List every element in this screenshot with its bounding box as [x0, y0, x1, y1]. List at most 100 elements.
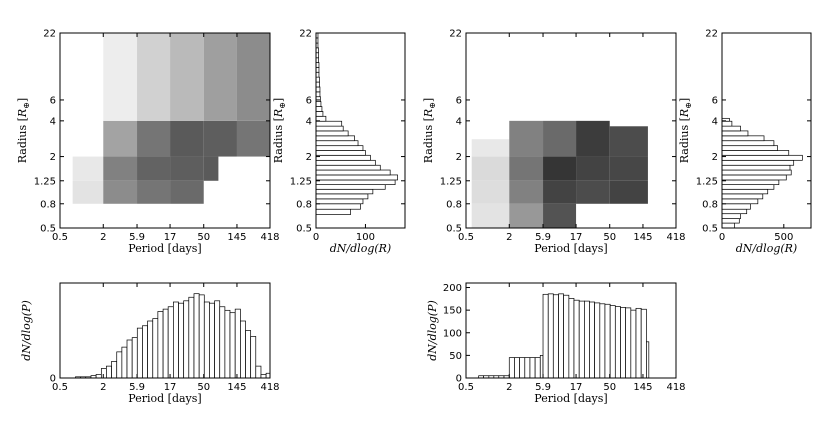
right-period-hist-ytick-label: 150: [443, 306, 462, 317]
left-period-hist-bar: [265, 372, 271, 379]
right-period-hist-bar: [552, 294, 559, 379]
right-heatmap-cell: [471, 139, 510, 157]
left-radius-hist-bar: [315, 164, 381, 171]
left-heatmap-cell: [72, 180, 104, 204]
right-heatmap-cell: [543, 180, 577, 204]
left-heatmap-cell: [137, 33, 171, 121]
right-period-hist-bar: [573, 299, 580, 379]
left-heatmap-xtick-label: 145: [227, 232, 246, 243]
right-period-hist-xtick-label: 418: [666, 382, 685, 393]
left-period-hist-bar: [245, 330, 252, 379]
right-heatmap-cell: [543, 203, 577, 228]
right-radius-hist-bar: [721, 174, 787, 181]
right-radius-hist-bar: [721, 150, 790, 156]
right-period-hist: [478, 293, 650, 379]
left-period-hist-xtick-label: 0.5: [52, 382, 68, 393]
right-heatmap-cell: [471, 203, 510, 228]
right-period-hist-xtick-label: 5.9: [535, 382, 551, 393]
right-period-hist-bar: [635, 307, 642, 379]
right-heatmap-cell: [509, 203, 544, 228]
right-period-hist-xtick-label: 2: [506, 382, 512, 393]
right-heatmap-cell: [609, 180, 648, 204]
right-period-hist-bar: [542, 293, 549, 379]
right-heatmap-ytick-label: 2: [456, 152, 462, 163]
left-period-hist-xtick-label: 145: [227, 382, 246, 393]
right-period-hist-bar: [584, 300, 590, 379]
right-heatmap-cell: [609, 156, 648, 181]
left-radius-hist-ytick-label: 6: [306, 95, 312, 106]
right-heatmap-ytick-label: 6: [456, 95, 462, 106]
right-period-hist-bar: [519, 357, 526, 379]
left-heatmap-cell: [103, 156, 138, 181]
right-period-hist-ytick-label: 50: [449, 351, 462, 362]
right-period-hist-bar: [558, 293, 564, 379]
left-radius-hist-bar: [315, 86, 321, 93]
left-radius-hist-bar: [315, 101, 322, 107]
left-period-hist-bar: [126, 339, 133, 379]
right-period-hist-ylabel: dN/dlog(P): [426, 300, 439, 361]
right-heatmap-cell: [509, 156, 544, 181]
left-period-hist-xtick-label: 5.9: [129, 382, 145, 393]
right-radius-hist-bar: [721, 140, 775, 147]
right-radius-hist-bar: [721, 179, 780, 185]
right-heatmap-xtick-label: 0.5: [458, 232, 474, 243]
right-radius-hist-ytick-label: 0.8: [702, 199, 718, 210]
right-radius-hist-bar: [721, 145, 778, 151]
left-heatmap-xtick-label: 5.9: [129, 232, 145, 243]
right-radius-hist-xlabel: dN/dlog(R): [736, 242, 797, 255]
left-heatmap-ytick-label: 1.25: [34, 176, 56, 187]
left-heatmap-xtick-label: 50: [197, 232, 210, 243]
right-radius-hist-xtick-label: 0: [719, 232, 725, 243]
left-radius-hist-bar: [315, 81, 320, 88]
left-radius-hist: [315, 32, 398, 215]
right-heatmap-xtick-label: 17: [570, 232, 583, 243]
right-heatmap-ytick-label: 4: [456, 116, 462, 127]
left-heatmap-cell: [137, 180, 171, 204]
left-radius-hist-bar: [315, 198, 364, 205]
right-radius-hist-ytick-label: 0.5: [702, 224, 718, 235]
left-period-hist-ytick-label: 0: [50, 374, 56, 385]
right-period-hist-bar: [529, 357, 536, 379]
right-period-hist-xtick-label: 145: [633, 382, 652, 393]
left-heatmap-cell: [170, 156, 204, 181]
right-radius-hist-bar: [721, 154, 803, 161]
right-radius-hist-bar: [721, 184, 775, 190]
left-period-hist-bar: [250, 336, 257, 379]
right-period-hist-bar: [514, 357, 521, 379]
right-period-hist-bar: [594, 302, 601, 379]
left-period-hist-bar: [178, 302, 185, 379]
right-radius-hist-ytick-label: 22: [705, 29, 718, 40]
right-heatmap-cell: [576, 180, 610, 204]
left-radius-hist-bar: [315, 150, 366, 156]
left-period-hist-bar: [106, 365, 112, 379]
left-radius-hist-bar: [315, 159, 376, 166]
right-period-hist-xtick-label: 50: [603, 382, 616, 393]
left-heatmap-cell: [203, 156, 219, 181]
left-radius-hist-xtick-label: 100: [356, 232, 375, 243]
right-heatmap-frame: [465, 32, 677, 229]
right-heatmap-cell: [509, 180, 544, 204]
right-radius-hist-bar: [721, 193, 764, 200]
left-period-hist-bar: [229, 312, 236, 379]
right-period-hist-bar: [534, 357, 541, 379]
left-heatmap-cell: [236, 33, 270, 121]
right-heatmap-cell: [576, 120, 610, 157]
left-heatmap-ytick-label: 4: [50, 116, 56, 127]
right-radius-hist: [721, 117, 803, 229]
left-radius-hist-ytick-label: 0.5: [296, 224, 312, 235]
left-radius-hist-frame: [315, 32, 406, 229]
left-period-hist-bar: [193, 293, 200, 379]
right-heatmap-cell: [543, 120, 577, 157]
left-heatmap-xtick-label: 17: [164, 232, 177, 243]
left-heatmap-cell: [103, 120, 138, 157]
left-period-hist-bar: [157, 311, 164, 379]
right-heatmap-xlabel: Period [days]: [534, 242, 607, 255]
right-radius-hist-frame: [721, 32, 812, 229]
left-heatmap-cell: [170, 120, 204, 157]
right-period-hist-xlabel: Period [days]: [534, 392, 607, 405]
right-period-hist-bar: [609, 305, 616, 379]
left-period-hist-bar: [147, 320, 154, 379]
right-period-hist-frame: [465, 282, 677, 379]
right-heatmap: [471, 120, 648, 228]
